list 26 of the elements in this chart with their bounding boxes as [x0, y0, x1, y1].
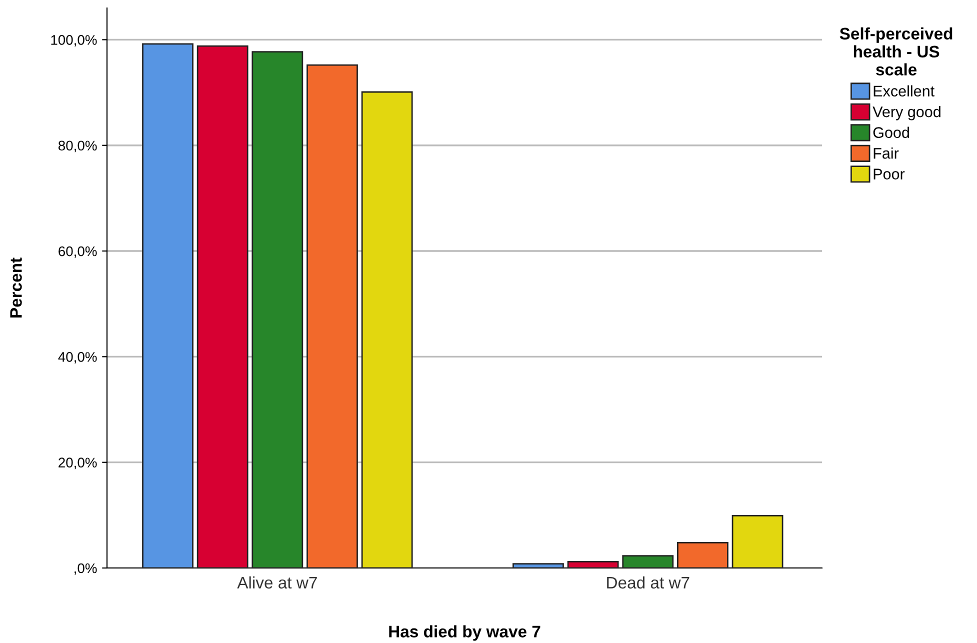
- legend-label: Excellent: [874, 85, 934, 97]
- bar: [512, 563, 564, 568]
- bar: [361, 91, 413, 568]
- legend-label: Good: [873, 126, 909, 138]
- y-tick-label: ,0%: [74, 563, 97, 575]
- x-axis-title: Has died by wave 7: [389, 625, 540, 641]
- y-tick-label: 100,0%: [51, 35, 97, 47]
- bar: [677, 542, 728, 568]
- legend-label: Very good: [872, 106, 940, 120]
- x-tick-label: Alive at w7: [237, 576, 317, 589]
- y-tick-label: 60,0%: [58, 246, 97, 258]
- bar: [306, 64, 358, 568]
- legend-title: Self-perceived health - US scale: [840, 27, 952, 76]
- y-axis-title: Percent: [10, 258, 22, 318]
- bar: [622, 555, 674, 568]
- bar: [732, 515, 784, 568]
- bar: [567, 560, 619, 568]
- legend-label: Poor: [874, 168, 905, 180]
- y-tick-label: 20,0%: [58, 458, 97, 470]
- legend-label: Fair: [874, 148, 899, 159]
- bar: [142, 43, 194, 568]
- x-tick-label: Dead at w7: [607, 576, 690, 589]
- bar: [196, 45, 248, 568]
- y-tick-label: 40,0%: [58, 352, 97, 364]
- bar: [252, 51, 304, 568]
- y-tick-label: 80,0%: [58, 140, 97, 152]
